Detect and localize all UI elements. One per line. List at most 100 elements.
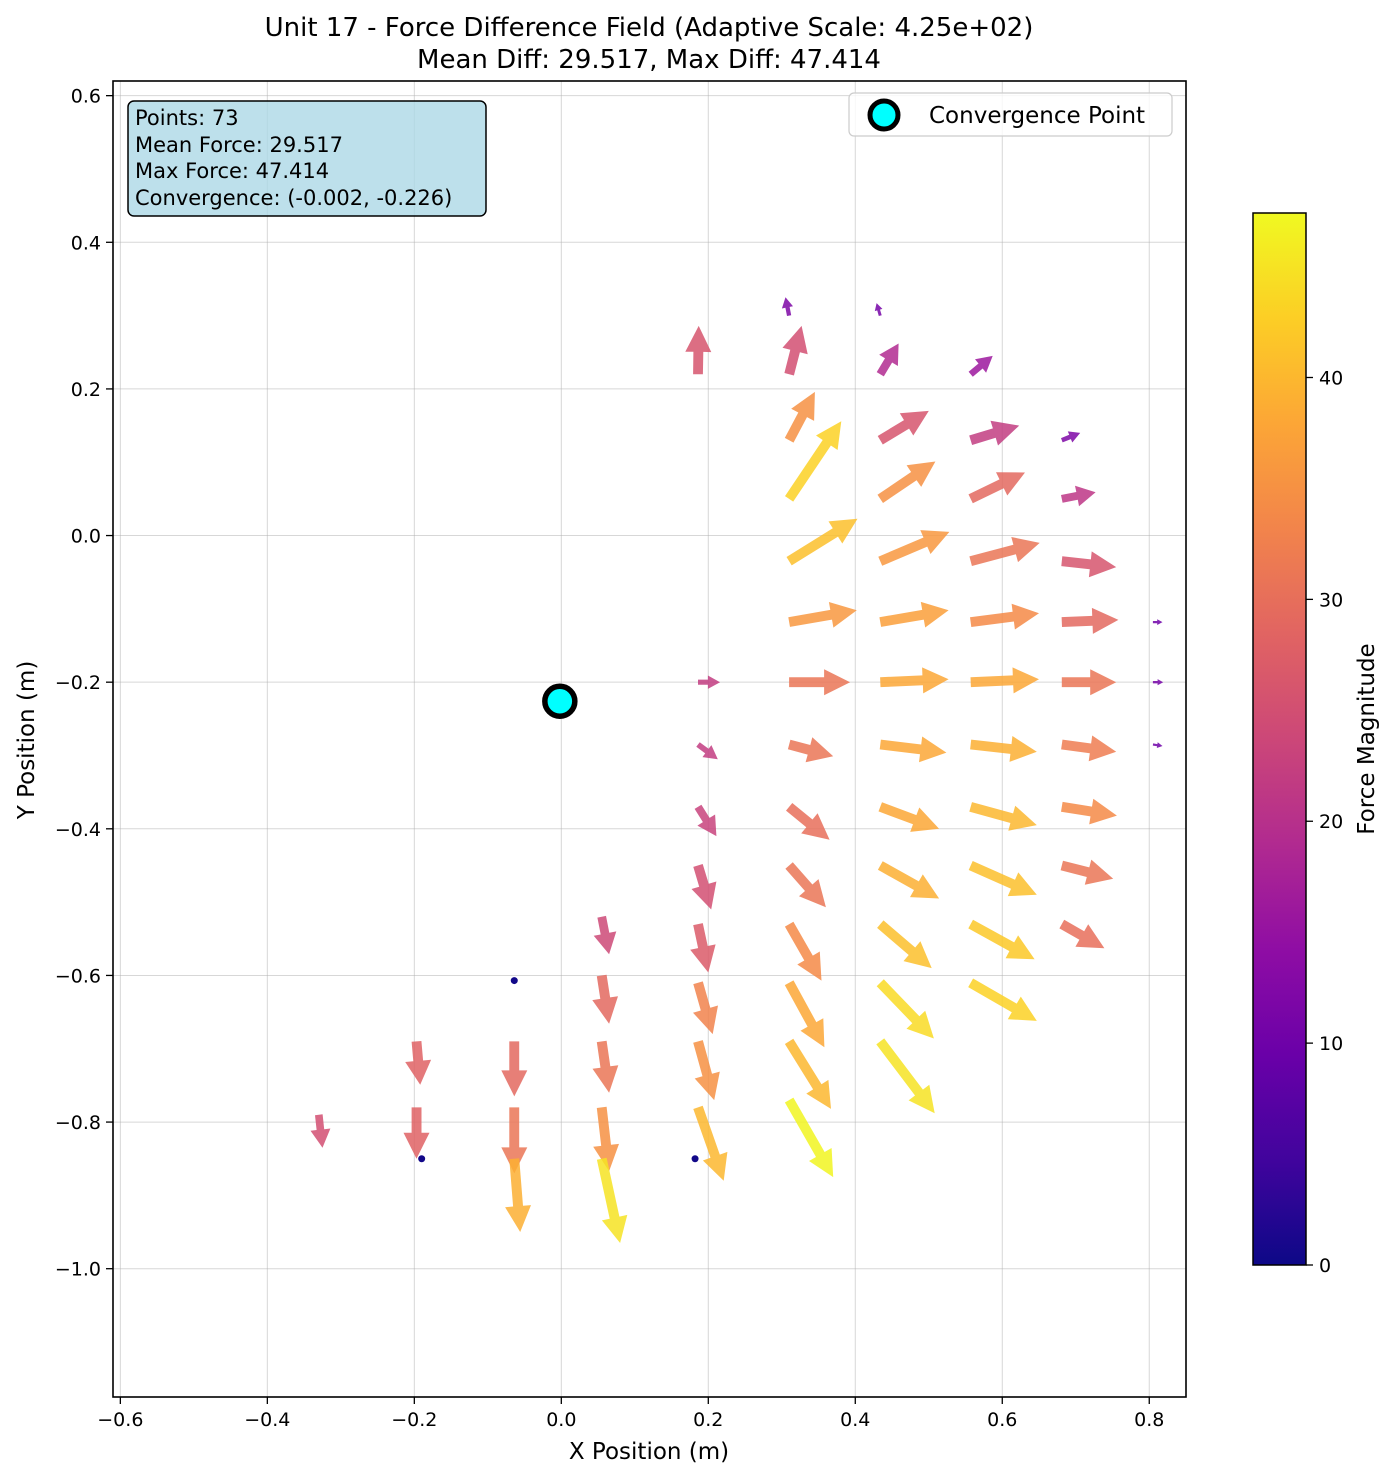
quiver-arrow [1061,735,1117,762]
quiver-arrow [877,861,940,899]
quiver-arrow [592,974,618,1024]
colorbar: 0 10 20 30 40 Force Magnitude [1252,212,1380,1277]
x-tick-label: −0.6 [97,1409,143,1431]
quiver-arrow [782,325,808,376]
colorbar-tick-label: 10 [1319,1033,1343,1055]
colorbar-gradient [1252,212,1307,1266]
quiver-arrow [1061,607,1119,634]
quiver-arrow [969,420,1020,446]
convergence-point-marker [542,683,578,719]
plot-frame [112,80,1187,1398]
quiver-arrow [1061,485,1096,507]
quiver-arrow [970,736,1037,762]
quiver-arrow [968,355,993,377]
quiver-arrow [310,1114,331,1148]
info-mean-force: Mean Force: 29.517 [135,133,343,157]
quiver-arrow [690,923,716,973]
quiver-arrow [593,1106,619,1172]
quiver-arrow [418,1155,426,1163]
quiver-arrow [784,1097,834,1178]
info-points: Points: 73 [135,106,239,130]
x-axis-ticks: −0.6 −0.4 −0.2 0.0 0.2 0.4 0.6 0.8 [97,1397,1164,1431]
chart-title-line1: Unit 17 - Force Difference Field (Adapti… [265,13,1034,43]
quiver-arrow [878,530,950,566]
quiver-arrow [694,804,717,837]
quiver-arrow [784,1038,831,1109]
quiver-arrow [879,736,947,763]
quiver-arrow [781,297,793,316]
x-axis-label: X Position (m) [569,1439,729,1465]
x-tick-label: 0.0 [546,1409,576,1431]
y-tick-label: −0.2 [55,672,101,694]
quiver-arrow [878,802,940,832]
y-tick-label: −0.6 [55,965,101,987]
legend: Convergence Point [848,92,1173,137]
quiver-arrow [405,1041,432,1085]
quiver-arrow [1061,669,1117,696]
x-tick-label: −0.2 [391,1409,437,1431]
arrow-field [310,297,1164,1243]
x-tick-label: 0.6 [987,1409,1017,1431]
plot-area [113,81,1186,1397]
quiver-arrow [1059,919,1105,949]
info-max-force: Max Force: 47.414 [135,159,329,183]
quiver-arrow [968,472,1025,504]
quiver-arrow [968,919,1035,960]
quiver-arrow [874,303,883,316]
quiver-arrow [786,518,858,566]
colorbar-label: Force Magnitude [1354,643,1380,834]
quiver-arrow [501,1041,528,1097]
quiver-arrow [788,602,857,628]
colorbar-ticks: 0 10 20 30 40 [1306,367,1343,1277]
quiver-arrow [1152,679,1164,686]
legend-frame [848,92,1173,137]
info-box-background [127,100,487,217]
quiver-arrow [969,802,1037,831]
info-box: Points: 73 Mean Force: 29.517 Max Force:… [127,100,487,217]
quiver-arrow [693,981,718,1035]
colorbar-tick-label: 20 [1319,811,1343,833]
legend-convergence-label: Convergence Point [929,103,1145,129]
info-convergence: Convergence: (-0.002, -0.226) [135,186,452,210]
quiver-arrow [968,861,1037,897]
quiver-arrow [1061,431,1081,443]
quiver-arrow [786,803,830,840]
quiver-arrow [784,921,822,981]
quiver-arrow [1061,798,1117,825]
quiver-arrow [696,742,718,760]
quiver-arrow [1061,551,1117,578]
quiver-arrow [877,920,932,969]
quiver-arrow [784,391,815,443]
x-tick-label: 0.8 [1134,1409,1164,1431]
quiver-arrow [785,421,842,502]
quiver-arrow [969,537,1040,566]
y-tick-label: 0.4 [71,232,101,254]
colorbar-tick-label: 30 [1319,589,1343,611]
legend-convergence-marker [867,98,901,132]
quiver-arrow [1152,742,1163,748]
quiver-arrow [784,980,825,1048]
y-axis-ticks: 0.6 0.4 0.2 0.0 −0.2 −0.4 −0.6 −0.8 −1.0 [55,86,113,1281]
y-tick-label: 0.6 [71,86,101,108]
colorbar-tick-label: 0 [1319,1255,1331,1277]
quiver-arrow [691,1155,699,1163]
y-tick-label: −0.4 [55,819,101,841]
quiver-arrow [685,325,712,375]
quiver-arrow [785,862,826,908]
x-tick-label: −0.4 [244,1409,290,1431]
quiver-arrow [876,1038,935,1114]
quiver-arrow [403,1107,430,1159]
quiver-arrow [970,667,1039,694]
quiver-arrow [505,1158,531,1232]
quiver-arrow [1152,619,1163,625]
quiver-arrow [693,1105,728,1181]
quiver-arrow [968,978,1037,1021]
quiver-arrow [596,1157,628,1243]
y-tick-label: −1.0 [55,1259,101,1281]
convergence-layer [542,683,578,719]
quiver-arrow [592,1040,619,1093]
quiver-arrow [876,979,934,1039]
quiver-arrow [880,667,949,694]
quiver-arrow [879,601,949,628]
